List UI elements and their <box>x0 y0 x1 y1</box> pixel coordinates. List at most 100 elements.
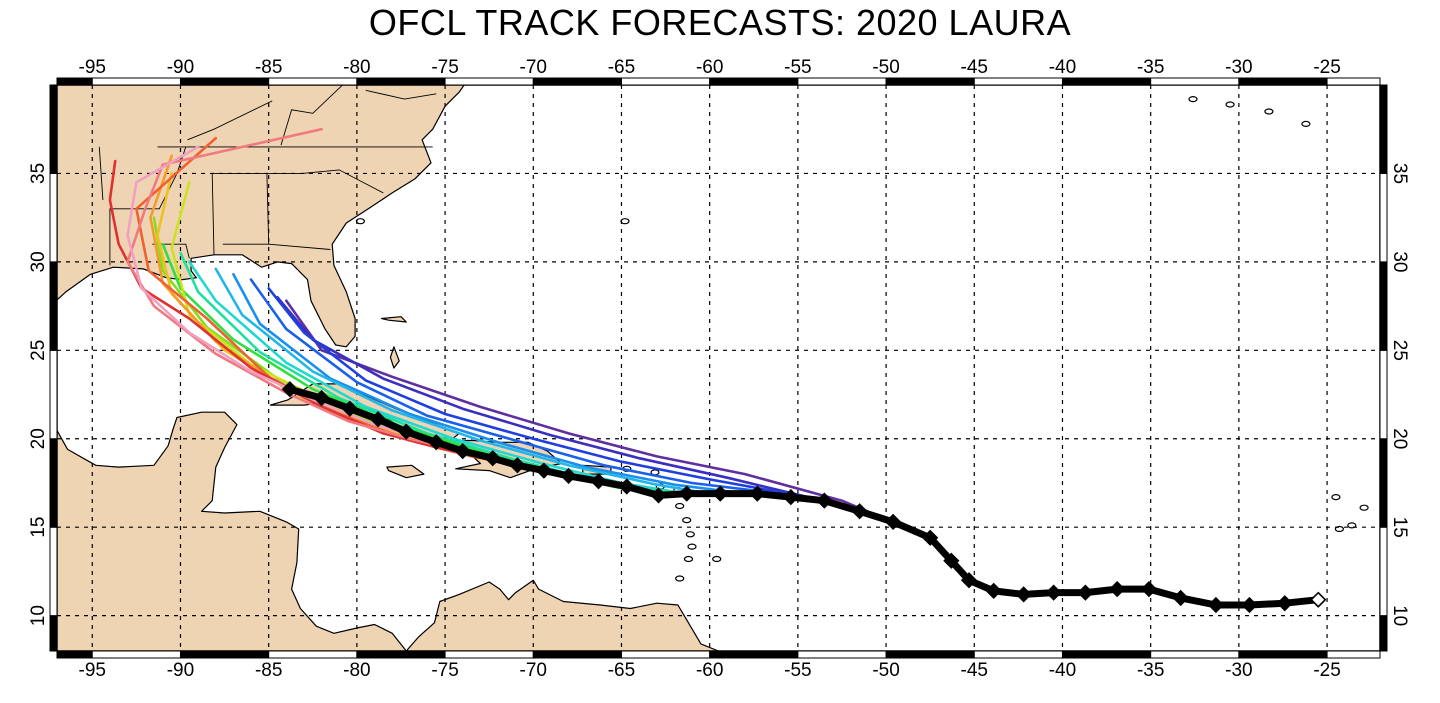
x-tick-label-top: -40 <box>1049 57 1076 78</box>
y-tick-label-right: 30 <box>1389 251 1410 272</box>
y-tick-label-left: 10 <box>28 605 49 626</box>
best-track-point <box>281 381 298 398</box>
x-tick-label-bottom: -80 <box>343 660 370 681</box>
border-bar <box>620 77 711 86</box>
best-track-point <box>1241 596 1258 614</box>
x-tick-label-top: -50 <box>872 57 899 78</box>
island <box>1264 108 1274 115</box>
best-track-point <box>960 572 978 589</box>
border-bar <box>532 650 622 659</box>
border-bar <box>56 77 93 86</box>
border-bar <box>49 172 58 263</box>
border-bar <box>1379 438 1388 528</box>
border-bar <box>709 650 799 659</box>
border-bar <box>973 650 1063 659</box>
forecast-track <box>126 145 438 444</box>
border-bar <box>49 84 58 174</box>
border-bar <box>179 77 270 86</box>
best-track-point <box>1276 595 1293 612</box>
x-tick-label-bottom: -40 <box>1049 660 1076 681</box>
border-bar <box>532 77 622 86</box>
y-tick-label-right: 10 <box>1389 605 1410 626</box>
best-track-point <box>560 467 577 485</box>
best-track-point <box>1172 589 1189 607</box>
x-tick-label-top: -35 <box>1137 57 1164 78</box>
map-frame <box>49 77 1388 659</box>
best-track-point <box>428 434 445 451</box>
y-tick-label-right: 35 <box>1389 163 1410 184</box>
best-track-point <box>1015 586 1032 603</box>
best-track-point <box>1109 580 1126 598</box>
best-track-point <box>484 450 501 467</box>
best-track-point <box>454 442 471 460</box>
border-bar <box>268 650 358 659</box>
border-bar <box>1238 77 1328 86</box>
island <box>712 555 722 563</box>
best-track-point <box>650 487 667 504</box>
x-tick-label-top: -30 <box>1225 57 1252 78</box>
x-tick-label-top: -25 <box>1313 57 1340 78</box>
border-bar <box>1061 650 1152 659</box>
state-border <box>187 100 273 141</box>
border-bar <box>444 77 534 86</box>
best-track-point <box>1310 591 1327 608</box>
x-tick-label-bottom: -30 <box>1225 660 1252 681</box>
border-bar <box>49 261 58 351</box>
best-track-point <box>535 462 552 479</box>
y-tick-label-right: 25 <box>1389 340 1410 361</box>
border-bar <box>356 650 446 659</box>
y-tick-label-left: 30 <box>28 251 49 272</box>
island <box>683 555 694 563</box>
border-bar <box>91 650 181 659</box>
best-track-point <box>509 457 526 474</box>
chart-title: OFCL TRACK FORECASTS: 2020 LAURA <box>368 2 1072 43</box>
best-track-point <box>985 582 1002 599</box>
best-track-point <box>678 485 695 502</box>
island <box>675 575 685 582</box>
best-track-point <box>816 492 833 509</box>
state-border <box>222 243 331 250</box>
best-track-point <box>618 478 635 495</box>
border-bar <box>444 650 534 659</box>
border-bar <box>1379 84 1388 174</box>
best-track-point <box>749 485 766 502</box>
x-tick-label-bottom: -70 <box>520 660 547 681</box>
border-bar <box>1061 77 1152 86</box>
island <box>1301 120 1311 128</box>
x-tick-label-top: -75 <box>431 57 458 78</box>
border-bar <box>179 650 270 659</box>
border-bar <box>1379 526 1388 617</box>
track-layer <box>108 127 1327 614</box>
border-bar <box>1150 77 1240 86</box>
best-track-point <box>1140 580 1158 598</box>
forecast-track <box>108 159 495 460</box>
border-bar <box>797 77 887 86</box>
border-bar <box>91 77 181 86</box>
y-tick-label-left: 35 <box>28 163 49 184</box>
island <box>682 516 692 524</box>
island <box>685 531 695 538</box>
best-track-point <box>1045 584 1062 601</box>
border-bar <box>1150 650 1240 659</box>
state-border <box>109 146 187 266</box>
best-track-point <box>712 485 729 502</box>
land-shape <box>389 346 400 369</box>
border-bar <box>1379 615 1388 652</box>
border-bar <box>56 650 93 659</box>
x-tick-label-top: -70 <box>520 57 547 78</box>
border-bar <box>1379 261 1388 351</box>
island <box>1331 494 1341 501</box>
island <box>1334 525 1345 533</box>
best-track-point <box>851 503 868 520</box>
best-track-point <box>1207 596 1225 614</box>
best-track-point <box>885 513 902 531</box>
x-tick-label-top: -55 <box>784 57 811 78</box>
island <box>1188 95 1198 103</box>
x-tick-label-top: -65 <box>608 57 635 78</box>
land-shape <box>381 316 407 323</box>
land-shape <box>57 85 465 348</box>
island <box>687 543 697 550</box>
border-bar <box>49 349 58 440</box>
x-tick-label-bottom: -45 <box>961 660 988 681</box>
